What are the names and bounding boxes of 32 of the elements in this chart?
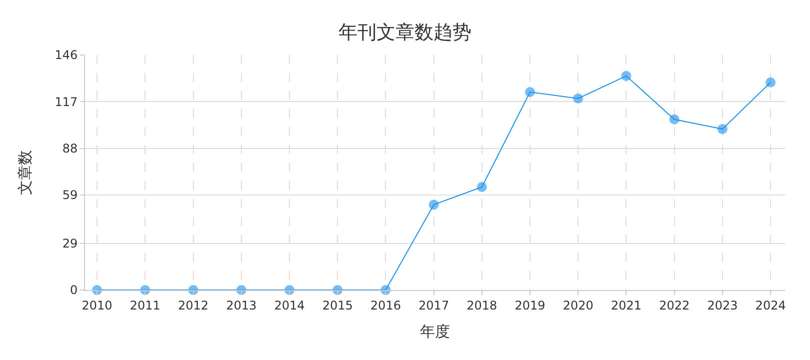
x-tick-label: 2016: [370, 298, 401, 312]
point: [476, 182, 487, 192]
chart-title: 年刊文章数趋势: [338, 22, 472, 44]
x-tick-label: 2020: [562, 298, 594, 312]
point: [669, 114, 680, 124]
x-tick-label: 2011: [130, 298, 160, 312]
y-tick-label: 59: [62, 188, 78, 202]
x-tick-label: 2017: [418, 298, 450, 312]
point: [717, 124, 728, 134]
x-tick-label: 2010: [82, 298, 112, 312]
y-tick-label: 146: [54, 48, 78, 62]
y-tick-label: 0: [70, 283, 78, 298]
x-tick-label: 2015: [322, 298, 353, 312]
y-tick-label: 29: [62, 236, 78, 251]
x-tick-label: 2023: [707, 298, 738, 312]
x-tick-label: 2021: [610, 298, 642, 312]
point: [621, 70, 632, 81]
x-tick-label: 2019: [514, 298, 546, 312]
point: [573, 93, 584, 104]
x-axis-title: 年度: [420, 322, 450, 340]
point: [428, 200, 439, 210]
point: [525, 87, 536, 98]
x-tick-label: 2024: [755, 298, 786, 312]
x-tick-label: 2022: [659, 298, 690, 312]
x-tick-label: 2012: [178, 298, 209, 312]
y-axis-title: 文章数: [16, 150, 34, 195]
x-tick-label: 2014: [274, 298, 305, 312]
x-tick-label: 2013: [226, 298, 257, 312]
y-tick-label: 117: [54, 94, 78, 109]
x-tick-label: 2018: [466, 298, 498, 312]
y-tick-label: 88: [62, 142, 78, 156]
point: [766, 77, 776, 88]
